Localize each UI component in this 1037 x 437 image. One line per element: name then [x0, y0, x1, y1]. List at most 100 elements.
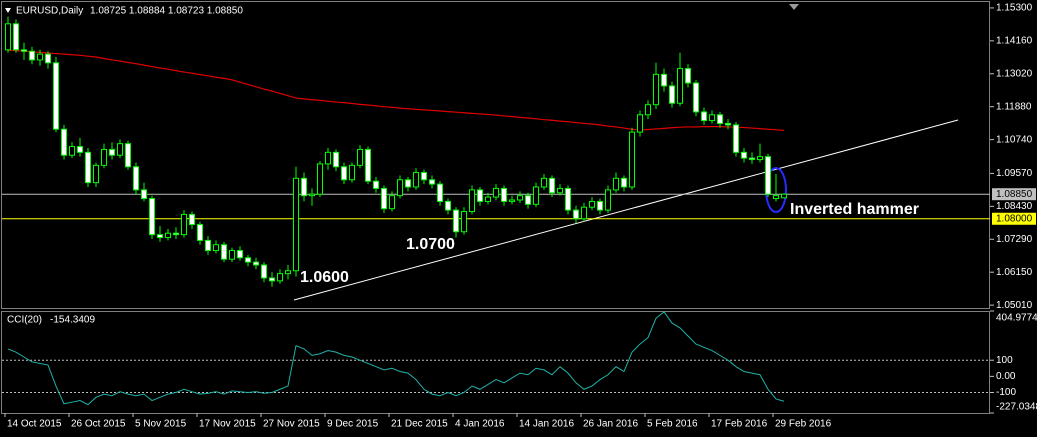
cci-tick-label: 0.00 [996, 371, 1016, 382]
candle-body [197, 224, 203, 241]
x-tick-label: 14 Oct 2015 [7, 419, 62, 430]
candle-body [469, 189, 475, 213]
moving-average [7, 49, 785, 131]
candle-body [501, 187, 507, 202]
candle-body [141, 189, 147, 200]
candle-body [293, 177, 299, 272]
candle-body [749, 157, 755, 161]
candle-body [597, 200, 603, 211]
candle-body [605, 189, 611, 211]
candle-body [493, 187, 499, 198]
candle-body [701, 111, 707, 122]
candle-body [557, 187, 563, 194]
candle-body [533, 186, 539, 205]
candle-body [101, 148, 107, 166]
candle-body [45, 53, 51, 64]
y-tick-label: 1.15300 [996, 3, 1033, 14]
candle-body [5, 23, 11, 51]
candle-body [517, 195, 523, 201]
candle-body [333, 151, 339, 168]
candle-body [437, 183, 443, 202]
candle-body [757, 156, 763, 161]
candle-body [693, 82, 699, 113]
candle-body [157, 234, 163, 239]
candle-body [109, 148, 115, 156]
candle-body [453, 209, 459, 233]
candle-body [725, 122, 731, 126]
candle-body [189, 213, 195, 226]
candle-body [781, 193, 787, 199]
candle-body [149, 198, 155, 236]
candle-body [613, 177, 619, 191]
x-tick-label: 27 Nov 2015 [263, 419, 320, 430]
candle-body [645, 104, 651, 116]
y-tick-label: 1.07290 [996, 234, 1033, 245]
candle-body [629, 131, 635, 188]
candle-body [717, 114, 723, 124]
y-tick-label: 1.11880 [996, 101, 1032, 112]
candle-body [325, 151, 331, 165]
x-tick-label: 21 Dec 2015 [391, 419, 448, 430]
candle-body [477, 189, 483, 202]
candle-body [709, 114, 715, 122]
trendline [293, 119, 959, 301]
price-label: 1.08000 [996, 213, 1033, 224]
candle-body [261, 264, 267, 279]
cci-tick-label: -227.0348 [996, 402, 1037, 413]
candle-body [461, 211, 467, 233]
x-tick-label: 26 Oct 2015 [71, 419, 126, 430]
cci-label: CCI(20) [7, 315, 42, 326]
candle-body [29, 50, 35, 61]
candle-body [221, 244, 227, 260]
price-label-box [992, 188, 1036, 201]
cci-tick-label: -100 [996, 387, 1016, 398]
candle-body [245, 257, 251, 263]
candle-body [381, 187, 387, 210]
candle-body [117, 143, 123, 156]
candle-body [405, 179, 411, 188]
candle-body [93, 164, 99, 184]
candle-body [309, 193, 315, 197]
candle-body [165, 232, 171, 239]
candle-body [389, 195, 395, 210]
candle-body [549, 177, 555, 194]
candle-body [525, 195, 531, 205]
x-tick-label: 9 Dec 2015 [327, 419, 379, 430]
candle-body [421, 172, 427, 181]
candle-body [773, 195, 779, 200]
candle-body [541, 177, 547, 188]
candle-body [341, 166, 347, 181]
candle-body [565, 187, 571, 211]
candle-body [445, 200, 451, 211]
candle-body [661, 73, 667, 87]
price-label: 1.08850 [996, 189, 1033, 200]
candle-body [229, 250, 235, 260]
candle-body [237, 250, 243, 259]
candle-body [765, 156, 771, 195]
x-tick-label: 14 Jan 2016 [519, 419, 574, 430]
candle-body [77, 146, 83, 153]
candle-body [429, 179, 435, 185]
x-tick-label: 4 Jan 2016 [455, 419, 505, 430]
candle-body [37, 53, 43, 61]
candle-body [733, 124, 739, 153]
candle-body [741, 151, 747, 159]
candle-body [349, 164, 355, 181]
candle-body [69, 146, 75, 156]
x-tick-label: 26 Jan 2016 [583, 419, 638, 430]
x-tick-label: 17 Nov 2015 [199, 419, 256, 430]
candle-body [173, 232, 179, 236]
x-tick-label: 5 Feb 2016 [647, 419, 698, 430]
menu-arrow [5, 8, 11, 13]
candle-body [365, 148, 371, 182]
y-tick-label: 1.14160 [996, 35, 1033, 46]
annotation: 1.0700 [406, 236, 455, 253]
cci-tick-label: 404.9774 [996, 313, 1037, 324]
candle-body [53, 62, 59, 130]
cci-tick-label: 100 [996, 355, 1013, 366]
candle-body [397, 179, 403, 197]
candle-body [581, 206, 587, 220]
candle-body [637, 114, 643, 133]
y-tick-label: 1.09570 [996, 168, 1033, 179]
